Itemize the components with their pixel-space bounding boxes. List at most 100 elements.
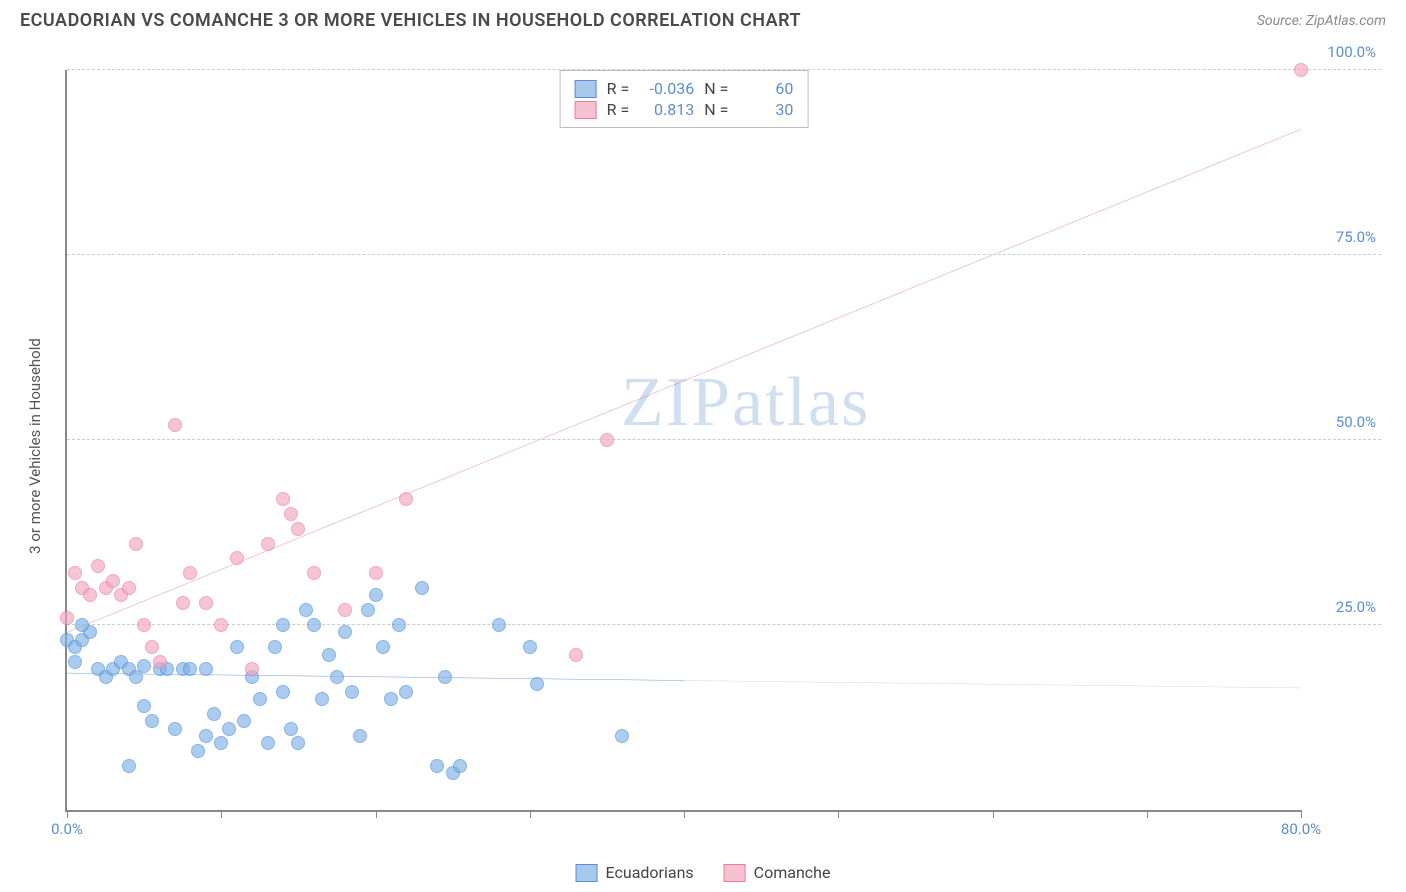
legend-label: Ecuadorians [606,863,694,882]
x-tick [530,810,531,818]
x-tick-label: 0.0% [51,820,83,838]
stat-r-label: R = [607,79,630,98]
scatter-point [453,759,467,773]
scatter-point [615,729,629,743]
scatter-point [68,566,82,580]
scatter-point [153,655,167,669]
scatter-point [91,559,105,573]
scatter-point [207,707,221,721]
scatter-point [338,603,352,617]
header: ECUADORIAN VS COMANCHE 3 OR MORE VEHICLE… [0,0,1406,31]
trend-line-dashed [684,681,1301,688]
scatter-point [129,537,143,551]
stats-row: R = 0.813 N = 30 [575,100,794,119]
scatter-point [183,566,197,580]
scatter-point [106,574,120,588]
stat-r-label: R = [607,100,630,119]
source-attribution: Source: ZipAtlas.com [1257,13,1386,29]
legend-item: Ecuadorians [576,863,694,882]
scatter-point [230,551,244,565]
scatter-point [530,677,544,691]
scatter-point [168,722,182,736]
scatter-point [145,714,159,728]
y-tick-label: 25.0% [1336,598,1376,616]
scatter-point [214,736,228,750]
scatter-point [415,581,429,595]
y-tick-label: 75.0% [1336,228,1376,246]
scatter-point [168,418,182,432]
legend-label: Comanche [754,863,831,882]
scatter-point [245,662,259,676]
scatter-point [369,566,383,580]
scatter-point [253,692,267,706]
chart-title: ECUADORIAN VS COMANCHE 3 OR MORE VEHICLE… [20,10,801,31]
scatter-point [137,659,151,673]
scatter-point [322,648,336,662]
scatter-point [1294,63,1308,77]
scatter-point [291,736,305,750]
scatter-point [399,492,413,506]
legend-swatch [575,80,597,98]
scatter-point [60,611,74,625]
scatter-point [399,685,413,699]
stat-n-value: 30 [738,100,793,119]
scatter-point [276,685,290,699]
scatter-point [75,618,89,632]
gridline [67,624,1381,625]
x-tick [993,810,994,818]
bottom-legend: Ecuadorians Comanche [576,863,831,882]
stat-r-value: -0.036 [639,79,694,98]
scatter-point [145,640,159,654]
scatter-point [361,603,375,617]
x-tick [376,810,377,818]
scatter-point [376,640,390,654]
scatter-point [276,618,290,632]
scatter-point [237,714,251,728]
x-tick [67,810,68,818]
scatter-point [214,618,228,632]
gridline [67,254,1381,255]
scatter-point [384,692,398,706]
scatter-point [307,566,321,580]
x-tick [838,810,839,818]
scatter-point [83,588,97,602]
x-tick [684,810,685,818]
scatter-point [600,433,614,447]
scatter-point [199,662,213,676]
scatter-point [369,588,383,602]
plot-area: ZIPatlas R =-0.036N =60R =0.813N =30 25.… [65,70,1301,812]
scatter-point [199,729,213,743]
y-axis-label: 3 or more Vehicles in Household [26,338,44,554]
scatter-point [276,492,290,506]
x-tick [1301,810,1302,818]
stat-n-label: N = [704,100,728,119]
scatter-point [137,699,151,713]
scatter-point [199,596,213,610]
scatter-point [523,640,537,654]
scatter-point [569,648,583,662]
scatter-point [191,744,205,758]
gridline [67,439,1381,440]
stat-r-value: 0.813 [639,100,694,119]
scatter-point [284,507,298,521]
x-tick-label: 80.0% [1281,820,1321,838]
scatter-point [345,685,359,699]
scatter-point [430,759,444,773]
legend-item: Comanche [724,863,831,882]
trend-line [67,129,1301,632]
scatter-point [299,603,313,617]
scatter-point [268,640,282,654]
scatter-point [438,670,452,684]
scatter-point [353,729,367,743]
scatter-point [284,722,298,736]
x-tick [221,810,222,818]
scatter-point [330,670,344,684]
scatter-point [338,625,352,639]
scatter-point [261,736,275,750]
scatter-point [492,618,506,632]
legend-swatch [576,864,598,882]
scatter-point [122,759,136,773]
y-tick-label: 100.0% [1327,43,1376,61]
x-tick [1147,810,1148,818]
scatter-point [68,655,82,669]
